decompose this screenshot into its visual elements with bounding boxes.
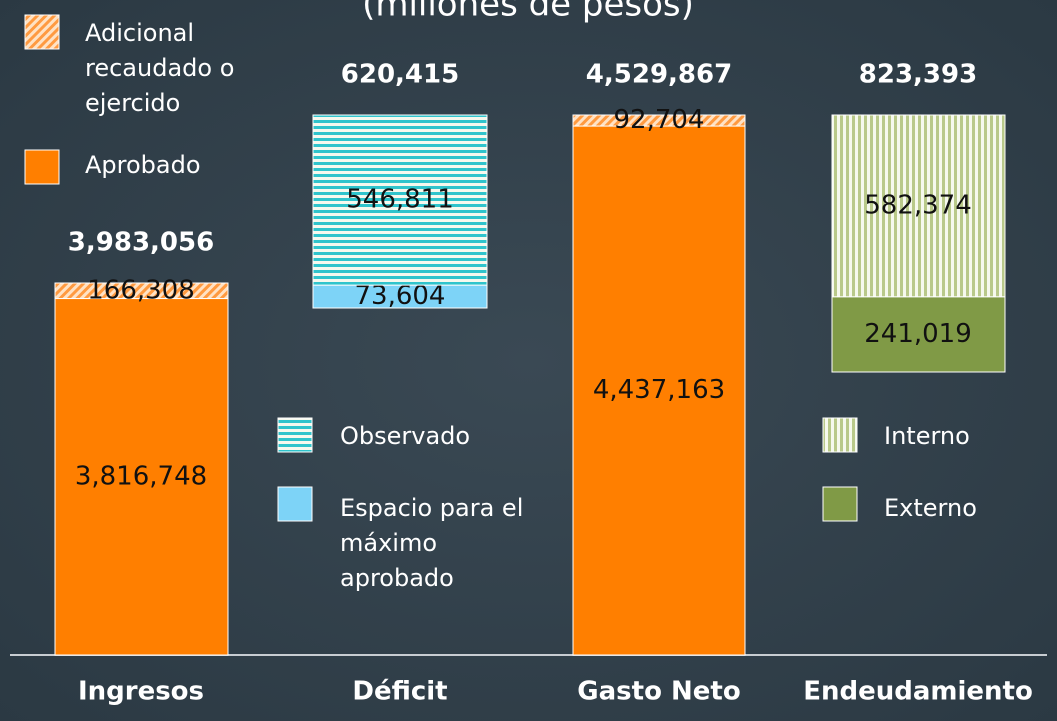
- legend-label: Interno: [884, 422, 970, 450]
- value-label: 92,704: [614, 105, 705, 135]
- chart-subtitle: (millones de pesos): [362, 0, 694, 25]
- legend-swatch: [24, 149, 60, 185]
- bar-segment: [831, 114, 1006, 298]
- x-tick-label: Endeudamiento: [803, 677, 1033, 707]
- legend-label: Espacio para el máximo aprobado: [340, 494, 524, 592]
- bar-segment: [572, 125, 746, 656]
- legend-label: Externo: [884, 494, 977, 522]
- legend-swatch: [277, 486, 313, 522]
- x-tick-label: Déficit: [352, 677, 447, 707]
- legend-swatch: [822, 417, 858, 453]
- legend-swatch: [277, 417, 313, 453]
- total-label: 4,529,867: [586, 60, 732, 90]
- value-label: 73,604: [355, 281, 446, 311]
- total-label: 3,983,056: [68, 228, 214, 258]
- bar-segment: [54, 282, 229, 300]
- legend-label: Aprobado: [85, 151, 201, 179]
- value-label: 3,816,748: [75, 461, 207, 491]
- bar-segment: [572, 114, 746, 127]
- total-label: 823,393: [859, 60, 977, 90]
- bar-segment: [831, 296, 1006, 373]
- legend-label: Adicional recaudado o ejercido: [85, 19, 235, 117]
- x-tick-label: Gasto Neto: [577, 677, 740, 707]
- value-label: 166,308: [87, 275, 195, 305]
- bar-segment: [312, 114, 488, 286]
- value-label: 546,811: [346, 185, 454, 215]
- value-label: 4,437,163: [593, 375, 725, 405]
- legend-swatch: [822, 486, 858, 522]
- legend-label: Observado: [340, 422, 471, 450]
- legend-swatch: [24, 14, 60, 50]
- value-label: 582,374: [864, 190, 972, 220]
- total-label: 620,415: [341, 60, 459, 90]
- value-label: 241,019: [864, 319, 972, 349]
- x-tick-label: Ingresos: [78, 677, 204, 707]
